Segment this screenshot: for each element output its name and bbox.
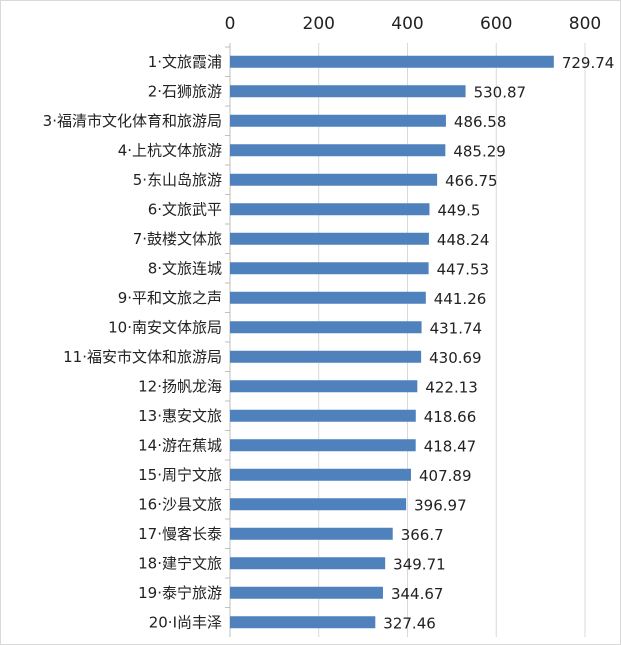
category-label: 5·东山岛旅游 [133, 171, 222, 189]
bar [230, 498, 407, 511]
data-label: 327.46 [383, 614, 436, 632]
bar [230, 55, 554, 68]
bar [230, 262, 429, 275]
bar [230, 114, 446, 127]
bar [230, 557, 386, 570]
data-label: 418.66 [424, 408, 477, 426]
data-label: 344.67 [391, 585, 444, 603]
category-label: 13·惠安文旅 [138, 407, 222, 425]
category-label: 19·泰宁旅游 [138, 584, 222, 602]
bar [230, 380, 418, 393]
data-label: 430.69 [429, 349, 482, 367]
bar [230, 439, 416, 452]
data-label: 729.74 [562, 54, 615, 72]
data-label: 448.24 [437, 231, 490, 249]
bar [230, 527, 393, 540]
data-label: 449.5 [437, 201, 480, 219]
category-label: 8·文旅连城 [148, 259, 222, 277]
bar [230, 144, 446, 157]
category-label: 20·I尚丰泽 [149, 613, 222, 631]
data-label: 422.13 [425, 378, 478, 396]
category-label: 4·上杭文体旅游 [118, 141, 222, 159]
category-label: 14·游在蕉城 [138, 436, 222, 454]
data-label: 366.7 [401, 526, 444, 544]
bar [230, 203, 430, 216]
category-label: 1·文旅霞浦 [148, 53, 222, 71]
bar [230, 350, 422, 363]
category-label: 15·周宁文旅 [138, 466, 222, 484]
bar [230, 291, 426, 304]
category-label: 18·建宁文旅 [138, 554, 222, 572]
data-label: 349.71 [393, 555, 446, 573]
data-label: 485.29 [453, 142, 506, 160]
bar [230, 173, 438, 186]
data-label: 418.47 [424, 437, 477, 455]
data-label: 396.97 [414, 496, 467, 514]
category-label: 9·平和文旅之声 [118, 289, 222, 307]
category-label: 11·福安市文体和旅游局 [63, 348, 222, 366]
bar [230, 586, 383, 599]
x-tick-label: 200 [303, 14, 335, 34]
bar [230, 409, 416, 422]
x-tick-label: 800 [569, 14, 601, 34]
category-label: 2·石狮旅游 [148, 82, 222, 100]
bar [230, 321, 422, 334]
bar [230, 616, 376, 629]
data-label: 486.58 [454, 113, 507, 131]
category-label: 6·文旅武平 [148, 200, 222, 218]
bar [230, 232, 429, 245]
data-label: 441.26 [434, 290, 487, 308]
category-label: 3·福清市文化体育和旅游局 [43, 112, 222, 130]
category-label: 17·慢客长泰 [138, 525, 222, 543]
category-label: 12·扬帆龙海 [138, 377, 222, 395]
data-label: 431.74 [430, 319, 483, 337]
data-label: 407.89 [419, 467, 472, 485]
x-tick-label: 0 [225, 14, 236, 34]
bar [230, 468, 412, 481]
data-label: 466.75 [445, 172, 498, 190]
x-tick-label: 400 [391, 14, 423, 34]
category-label: 7·鼓楼文体旅 [133, 230, 222, 248]
data-label: 530.87 [474, 83, 527, 101]
x-tick-label: 600 [480, 14, 512, 34]
category-label: 10·南安文体旅局 [108, 318, 222, 336]
category-label: 16·沙县文旅 [138, 495, 222, 513]
data-label: 447.53 [437, 260, 490, 278]
bar [230, 85, 466, 98]
